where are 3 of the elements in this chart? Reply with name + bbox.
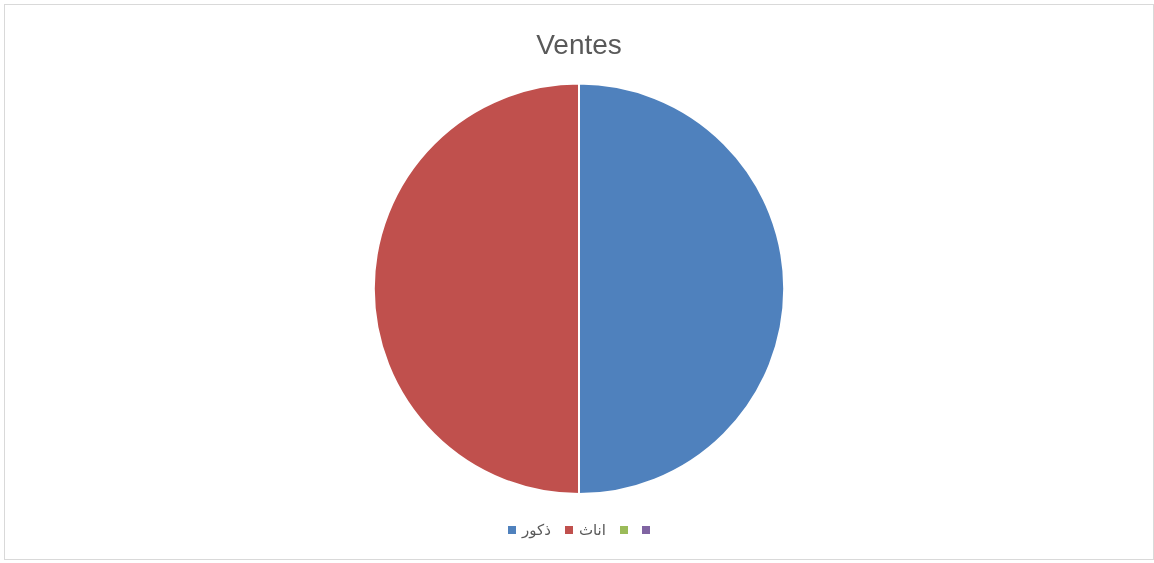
legend-label: اناث xyxy=(578,521,606,539)
chart-title: Ventes xyxy=(536,28,622,60)
legend-label: ذكور xyxy=(522,521,551,539)
